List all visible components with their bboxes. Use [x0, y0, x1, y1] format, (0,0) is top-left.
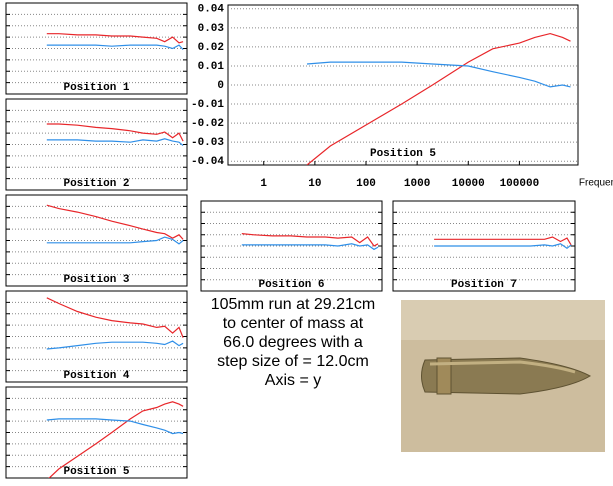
- y-tick-label: 0: [217, 80, 224, 92]
- note-line: to center of mass at: [223, 315, 364, 332]
- data-line: [46, 33, 184, 44]
- photo-wall: [401, 300, 605, 340]
- y-tick-label: 0.04: [198, 4, 225, 16]
- panel: Position 2: [5, 98, 188, 191]
- data-line: [46, 297, 184, 338]
- data-line: [434, 236, 572, 246]
- data-line: [46, 138, 184, 147]
- data-line: [46, 123, 184, 142]
- data-line: [46, 204, 184, 240]
- y-tick-label: 0.02: [198, 42, 224, 54]
- x-tick-label: 1: [260, 178, 267, 190]
- y-tick-label: -0.04: [191, 156, 224, 168]
- panel: Position 5: [5, 386, 188, 479]
- data-line: [46, 340, 184, 350]
- note-line: step size of = 12.0cm: [217, 353, 369, 370]
- shell-highlight: [429, 360, 576, 374]
- panel-title: Position 5: [63, 466, 129, 478]
- note: 105mm run at 29.21cm to center of mass at…: [211, 296, 376, 389]
- panel-title: Position 4: [63, 370, 129, 382]
- x-tick-label: 10000: [452, 178, 485, 190]
- data-line: [46, 418, 184, 435]
- note-line: 105mm run at 29.21cm: [211, 296, 376, 313]
- y-tick-label: -0.03: [191, 137, 224, 149]
- y-tick-label: 0.03: [198, 23, 225, 35]
- panel: Position 7: [392, 200, 576, 292]
- shell-band: [436, 357, 452, 395]
- data-line: [241, 233, 379, 247]
- photo: [401, 300, 605, 452]
- panel-title: Position 1: [63, 82, 129, 94]
- panel: Position 6: [200, 200, 383, 292]
- note-line: Axis = y: [265, 372, 321, 389]
- y-tick-label: -0.02: [191, 118, 224, 130]
- data-line: [46, 236, 184, 245]
- x-tick-label: 1000: [404, 178, 430, 190]
- panel-title: Position 5: [370, 148, 436, 160]
- panel: 0.04 0.03 0.02 0.01 0 -0.01 -0.02 -0.03 -0.04 1 10…: [191, 4, 613, 190]
- panel: Position 4: [5, 290, 188, 383]
- y-tick-label: -0.01: [191, 99, 224, 111]
- panel-title: Position 7: [451, 279, 517, 291]
- x-tick-label: 100: [356, 178, 376, 190]
- data-line: [306, 32, 571, 165]
- panel: Position 3: [5, 194, 188, 287]
- panel-title: Position 2: [63, 178, 129, 190]
- data-line: [48, 401, 184, 478]
- data-line: [241, 243, 379, 251]
- y-tick-label: 0.01: [198, 61, 225, 73]
- note-line: 66.0 degrees with a: [223, 334, 363, 351]
- data-line: [46, 44, 184, 51]
- x-tick-label: 100000: [500, 178, 540, 190]
- x-tick-label: 10: [308, 178, 321, 190]
- panel: Position 1: [5, 2, 188, 95]
- data-line: [306, 61, 571, 88]
- panel-title: Position 6: [258, 279, 324, 291]
- data-line: [434, 243, 572, 250]
- panel-title: Position 3: [63, 274, 129, 286]
- x-axis-label: Frequency(Hz): [579, 178, 613, 189]
